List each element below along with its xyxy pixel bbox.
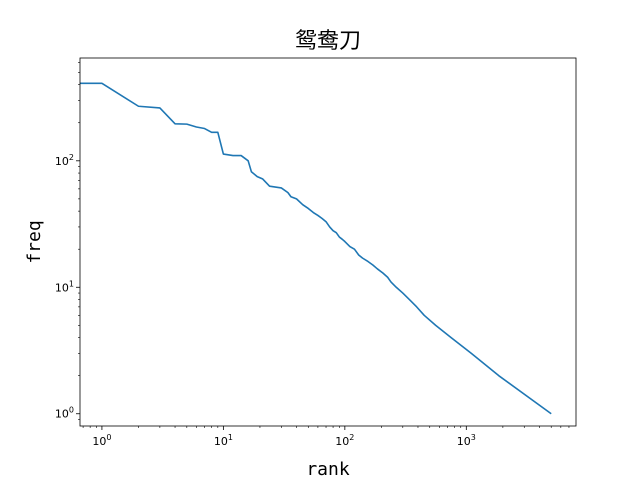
x-tick-label: 101 [214, 433, 233, 448]
chart-title: 鸳鸯刀 [295, 29, 361, 54]
x-tick-label: 103 [457, 433, 476, 448]
axes-frame [79, 57, 577, 427]
y-tick-label: 100 [55, 406, 74, 421]
x-axis-label: rank [306, 459, 350, 480]
y-axis-label: freq [24, 220, 45, 263]
x-tick-label: 100 [92, 433, 111, 448]
series-line-0 [80, 82, 552, 415]
y-tick-label: 101 [55, 279, 74, 294]
plot-area: 100 101 102 103 100 101 102 [55, 57, 577, 448]
y-tick-label: 102 [55, 153, 74, 168]
x-tick-label: 102 [335, 433, 354, 448]
